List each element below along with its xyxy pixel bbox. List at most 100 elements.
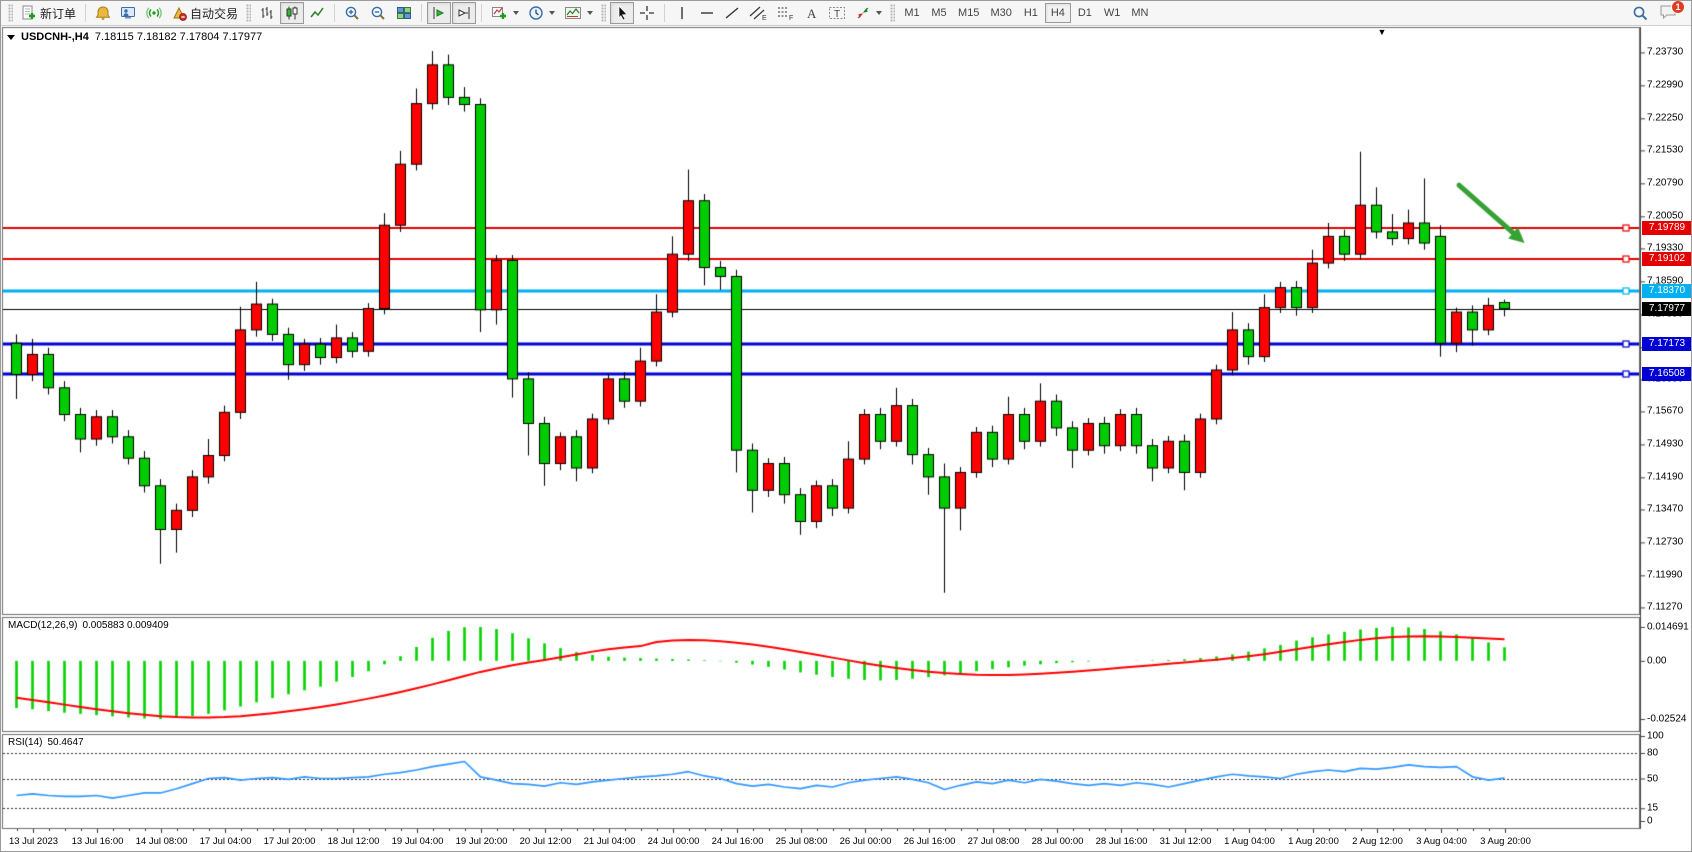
- vertical-line-tool-button[interactable]: [670, 2, 694, 24]
- macd-axis-tick-label: 0.00: [1647, 655, 1667, 667]
- timeframe-m1-button[interactable]: M1: [899, 3, 925, 23]
- timeframe-d1-button[interactable]: D1: [1072, 3, 1098, 23]
- hline-price-label[interactable]: 7.16508: [1642, 367, 1691, 381]
- y-axis-tick-label: 7.11990: [1647, 569, 1683, 581]
- trendline-tool-button[interactable]: [720, 2, 744, 24]
- timeframe-m30-button[interactable]: M30: [985, 3, 1016, 23]
- symbol-period-label: USDCNH-,H4: [21, 31, 89, 43]
- signal-waves-icon: [146, 7, 162, 19]
- chart-title: USDCNH-,H4 7.18115 7.18182 7.17804 7.179…: [7, 31, 262, 43]
- hline-price-label[interactable]: 7.19789: [1642, 221, 1691, 235]
- cursor-tool-button[interactable]: [610, 2, 635, 24]
- arrows-tool-button[interactable]: [851, 2, 886, 24]
- terminal-user-icon: [121, 7, 136, 19]
- time-axis-label: 19 Jul 04:00: [391, 836, 444, 847]
- chart-shift-icon: [458, 7, 470, 19]
- y-axis-tick-label: 7.11270: [1647, 601, 1683, 613]
- chart-shift-button[interactable]: [452, 2, 477, 24]
- vertical-line-icon: [681, 7, 683, 19]
- horizontal-line-icon: [701, 12, 714, 14]
- cursor-icon: [618, 5, 628, 21]
- timeframe-m15-button[interactable]: M15: [953, 3, 984, 23]
- line-chart-icon: [310, 7, 324, 18]
- y-axis-tick-label: 7.15670: [1647, 405, 1684, 417]
- signals-button[interactable]: [142, 2, 166, 24]
- toolbar-grip[interactable]: [890, 4, 896, 22]
- rsi-axis-tick-label: 50: [1647, 773, 1659, 784]
- new-order-button[interactable]: 新订单: [17, 2, 80, 24]
- candlestick-icon: [286, 6, 298, 20]
- svg-text:T: T: [834, 9, 840, 20]
- chart-shift-marker[interactable]: ▼: [1377, 27, 1387, 37]
- crosshair-icon: [640, 6, 655, 20]
- time-axis-label: 24 Jul 00:00: [647, 836, 700, 847]
- fibonacci-icon: F: [778, 7, 793, 21]
- rsi-axis-tick-label: 80: [1647, 747, 1659, 759]
- hline-price-label[interactable]: 7.18370: [1642, 284, 1691, 298]
- rsi-axis-tick-label: 100: [1647, 730, 1664, 742]
- time-axis-label: 24 Jul 16:00: [711, 836, 764, 847]
- timeframe-w1-button[interactable]: W1: [1099, 3, 1126, 23]
- dropdown-caret: [587, 11, 594, 15]
- templates-button[interactable]: [560, 2, 597, 24]
- tile-windows-button[interactable]: [392, 2, 416, 24]
- channel-icon: E: [749, 6, 767, 21]
- text-label-tool-button[interactable]: T: [824, 2, 850, 24]
- auto-scroll-icon: [433, 7, 445, 19]
- search-icon: [1633, 6, 1648, 20]
- y-axis-tick-label: 7.12730: [1647, 536, 1684, 548]
- timeframe-h1-button[interactable]: H1: [1018, 3, 1044, 23]
- trendline-icon: [725, 7, 739, 19]
- one-click-trading-toggle[interactable]: [7, 34, 15, 40]
- time-axis-label: 13 Jul 2023: [8, 836, 59, 847]
- time-axis-label: 1 Aug 20:00: [1288, 836, 1339, 847]
- indicators-icon: [492, 7, 507, 19]
- trend-arrow-annotation[interactable]: [1459, 185, 1525, 243]
- tile-windows-icon: [397, 7, 412, 19]
- toolbar-grip[interactable]: [8, 4, 13, 22]
- time-axis-label: 18 Jul 12:00: [327, 836, 380, 847]
- zoom-in-button[interactable]: [340, 2, 365, 24]
- horizontal-line-tool-button[interactable]: [695, 2, 719, 24]
- notifications-button[interactable]: 1: [1659, 1, 1685, 23]
- time-axis-label: 31 Jul 12:00: [1159, 836, 1212, 847]
- time-axis-label: 19 Jul 20:00: [455, 836, 508, 847]
- timeframe-mn-button[interactable]: MN: [1126, 3, 1153, 23]
- crosshair-tool-button[interactable]: [635, 2, 659, 24]
- y-axis-tick-label: 7.13470: [1647, 503, 1684, 515]
- alerts-button[interactable]: [91, 2, 115, 24]
- notification-badge: 1: [1671, 1, 1685, 14]
- zoom-out-button[interactable]: [366, 2, 391, 24]
- periods-button[interactable]: [524, 2, 559, 24]
- chart-canvas[interactable]: [1, 26, 1691, 851]
- auto-scroll-button[interactable]: [427, 2, 452, 24]
- zoom-out-icon: [371, 6, 385, 20]
- bid-price-label: 7.17977: [1642, 302, 1691, 316]
- strategy-tester-button[interactable]: [116, 2, 141, 24]
- new-order-label: 新订单: [40, 6, 77, 21]
- timeframe-h4-button[interactable]: H4: [1044, 3, 1071, 23]
- rsi-title: RSI(14) 50.4647: [8, 737, 84, 748]
- search-button[interactable]: [1628, 2, 1653, 24]
- indicators-button[interactable]: [487, 2, 523, 24]
- hline-price-label[interactable]: 7.17173: [1642, 337, 1691, 351]
- text-tool-button[interactable]: A: [799, 2, 823, 24]
- svg-text:A: A: [807, 6, 817, 21]
- time-axis-label: 17 Jul 04:00: [199, 836, 252, 847]
- chart-overlay: USDCNH-,H4 7.18115 7.18182 7.17804 7.179…: [1, 26, 1691, 851]
- macd-values: 0.005883 0.009409: [82, 620, 169, 631]
- ohlc-values: 7.18115 7.18182 7.17804 7.17977: [94, 31, 263, 43]
- arrow-objects-icon: [857, 7, 869, 19]
- toolbar-grip[interactable]: [246, 4, 252, 22]
- equidistant-channel-tool-button[interactable]: E: [745, 2, 771, 24]
- line-chart-button[interactable]: [305, 2, 329, 24]
- hline-price-label[interactable]: 7.19102: [1642, 252, 1691, 266]
- candlestick-chart-button[interactable]: [280, 2, 305, 24]
- timeframe-m5-button[interactable]: M5: [926, 3, 952, 23]
- fibonacci-tool-button[interactable]: F: [772, 2, 798, 24]
- auto-trading-button[interactable]: 自动交易: [167, 2, 242, 24]
- bar-chart-button[interactable]: [255, 2, 279, 24]
- time-axis-label: 17 Jul 20:00: [263, 836, 316, 847]
- toolbar-grip[interactable]: [601, 4, 607, 22]
